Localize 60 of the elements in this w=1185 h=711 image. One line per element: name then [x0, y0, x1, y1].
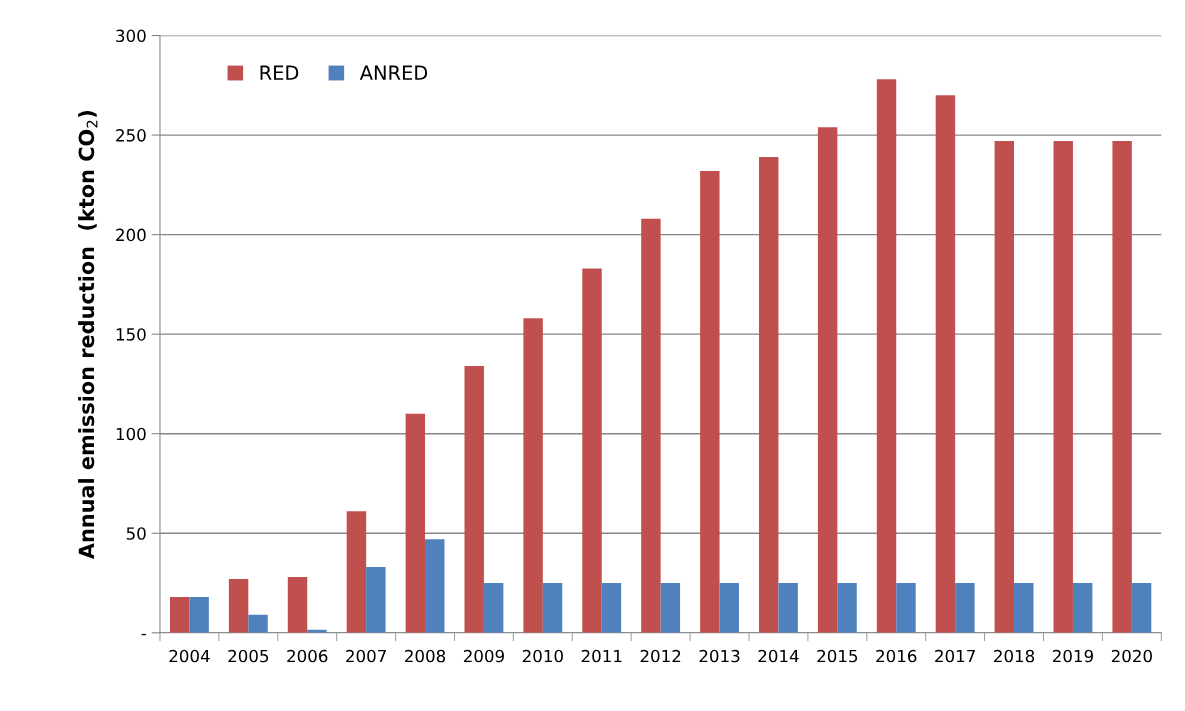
bar	[955, 583, 975, 633]
bar	[778, 583, 798, 633]
x-tick-label: 2016	[876, 649, 917, 663]
bar	[425, 539, 445, 633]
x-tick-label: 2006	[287, 649, 328, 663]
x-tick-label: 2007	[346, 649, 386, 663]
bar	[896, 583, 916, 633]
x-tick-label: 2015	[817, 649, 858, 663]
bar	[189, 596, 209, 633]
bar	[483, 583, 504, 633]
y-axis-title: Annual emission reduction (kton CO$_{2}$)	[78, 111, 98, 560]
bar	[641, 218, 661, 633]
bar	[700, 170, 720, 633]
bar	[464, 366, 484, 633]
bar	[248, 614, 268, 633]
x-tick-label: 2014	[758, 649, 799, 663]
bar	[1072, 583, 1093, 633]
x-tick-label: 2013	[699, 649, 740, 663]
x-tick-label: 2020	[1111, 649, 1152, 663]
bar	[542, 583, 563, 633]
bar	[1014, 583, 1034, 633]
x-tick-label: 2011	[581, 649, 622, 663]
bar	[366, 567, 386, 633]
bar	[169, 596, 190, 633]
y-tick-label: 200	[116, 228, 146, 242]
bar	[994, 141, 1015, 633]
x-tick-label: 2009	[463, 649, 504, 663]
x-tick-label: 2017	[935, 649, 975, 663]
x-tick-label: 2005	[228, 649, 269, 663]
bar	[601, 583, 622, 633]
x-tick-label: 2019	[1052, 649, 1093, 663]
y-tick-label: 50	[126, 527, 146, 540]
x-tick-label: 2012	[640, 649, 681, 663]
y-tick-label: 150	[116, 328, 146, 341]
bar	[405, 413, 426, 633]
bar	[1112, 141, 1132, 633]
bar	[935, 95, 956, 633]
bar	[582, 268, 602, 633]
x-tick-label: 2008	[405, 649, 446, 663]
bar	[346, 511, 367, 633]
y-tick-label: -	[141, 633, 146, 636]
bar	[1131, 583, 1152, 633]
bar	[817, 127, 838, 633]
bar	[287, 577, 308, 633]
legend-label: RED	[260, 65, 299, 80]
x-tick-label: 2010	[522, 649, 563, 663]
bar	[759, 156, 779, 633]
bar	[837, 583, 857, 633]
bar	[719, 583, 739, 633]
x-tick-label: 2018	[994, 649, 1035, 663]
bar	[523, 318, 543, 633]
bar	[660, 583, 681, 633]
bar	[876, 79, 897, 633]
x-tick-label: 2004	[169, 649, 210, 663]
bar	[1053, 141, 1073, 633]
y-tick-label: 300	[116, 29, 146, 43]
bar	[228, 579, 249, 633]
legend-label: ANRED	[359, 65, 428, 80]
y-tick-label: 250	[116, 129, 146, 142]
y-tick-label: 100	[116, 427, 146, 441]
